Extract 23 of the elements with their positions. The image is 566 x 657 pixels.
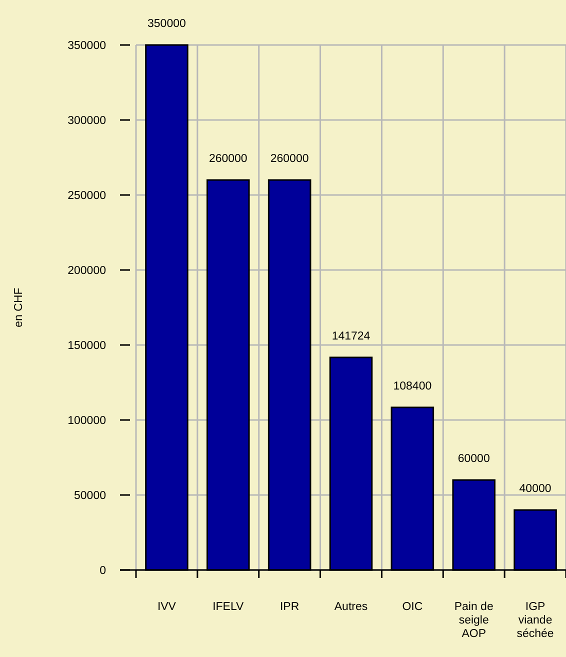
- data-label: 108400: [393, 380, 432, 392]
- data-label: 260000: [270, 153, 309, 165]
- y-tick-label: 200000: [68, 265, 106, 278]
- y-tick-label: 300000: [68, 115, 106, 128]
- x-tick-label: Pain de seigle AOP: [454, 601, 494, 640]
- y-tick-label: 250000: [68, 190, 106, 202]
- y-tick-label: 0: [100, 565, 106, 578]
- y-tick-label: 150000: [68, 340, 106, 352]
- y-tick-label: 350000: [68, 40, 106, 52]
- y-tick-label: 50000: [74, 490, 106, 502]
- x-tick-label: OIC: [402, 601, 423, 613]
- data-label: 350000: [148, 18, 186, 30]
- data-label: 141724: [332, 330, 371, 342]
- data-label: 260000: [208, 153, 248, 165]
- data-label: 60000: [458, 453, 490, 465]
- x-tick-label: Autres: [334, 601, 368, 613]
- y-axis-title: en CHF: [13, 288, 25, 328]
- x-tick-label: IPR: [280, 601, 300, 613]
- y-tick-label: 100000: [68, 415, 106, 428]
- x-tick-label: IVV: [157, 601, 176, 613]
- x-tick-label: IGP viande séchée: [516, 601, 554, 640]
- x-tick-label: IFELV: [212, 601, 244, 613]
- data-label: 40000: [519, 483, 552, 495]
